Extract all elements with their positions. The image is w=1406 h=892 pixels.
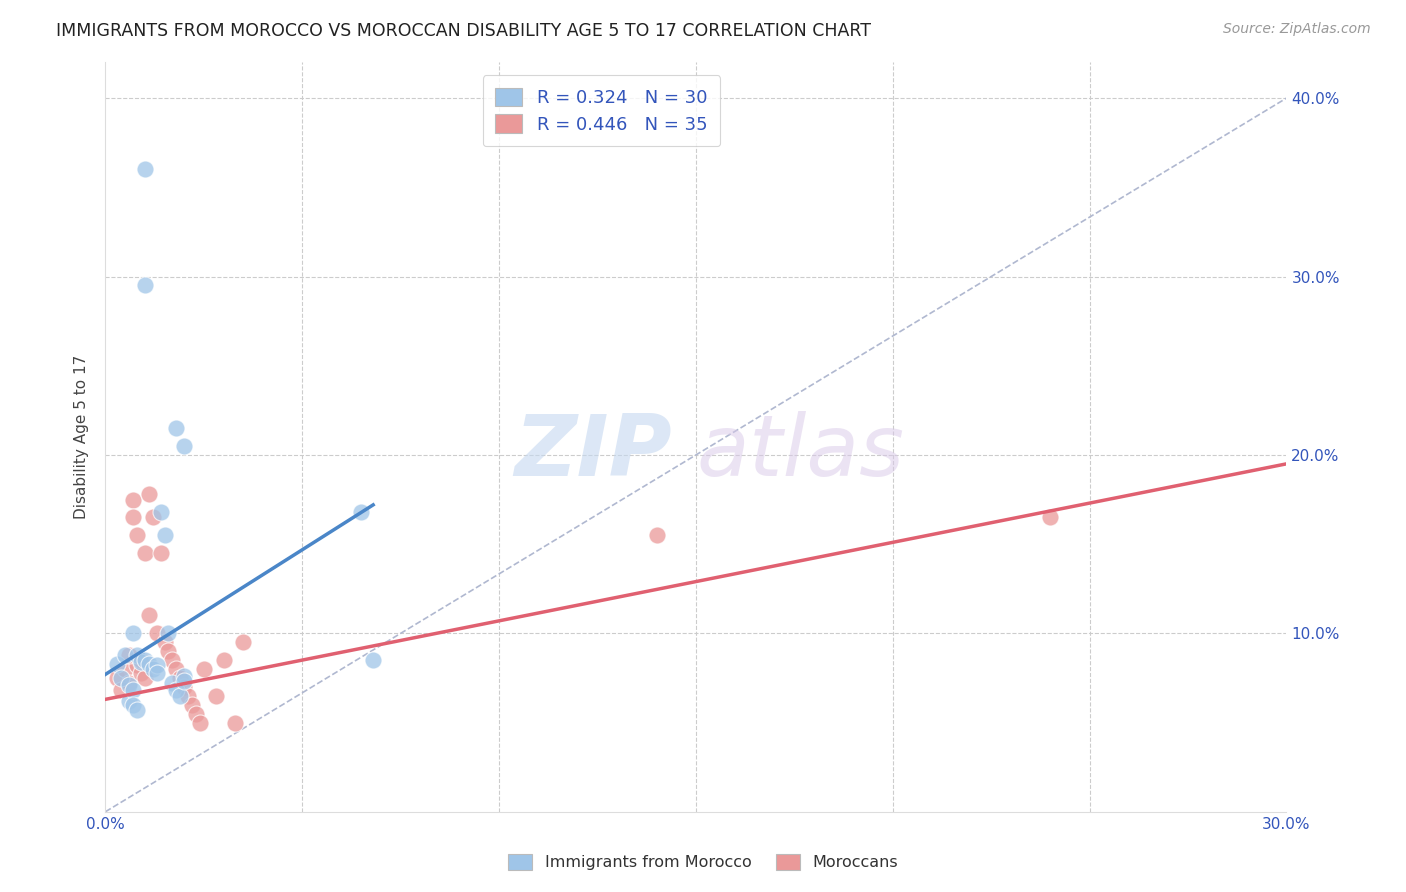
Point (153, 635, 176, 649)
Point (350, 505, 373, 519)
Point (212, 653, 235, 667)
Point (114, 662, 136, 676)
Point (142, 510, 165, 524)
Point (173, 669, 195, 683)
Point (118, 676, 141, 690)
Legend: Immigrants from Morocco, Moroccans: Immigrants from Morocco, Moroccans (502, 847, 904, 877)
Point (177, 689, 200, 703)
Point (184, 706, 207, 721)
Point (138, 487, 160, 501)
Text: Source: ZipAtlas.com: Source: ZipAtlas.com (1223, 22, 1371, 37)
Point (193, 662, 215, 676)
Point (153, 528, 176, 542)
Point (105, 671, 128, 685)
Point (129, 653, 152, 667)
Point (118, 694, 141, 708)
Point (110, 683, 132, 698)
Point (173, 674, 195, 689)
Point (122, 510, 145, 524)
Point (125, 703, 148, 717)
Point (645, 528, 668, 542)
Point (162, 676, 184, 690)
Point (149, 546, 172, 560)
Point (129, 655, 152, 669)
Point (138, 608, 160, 623)
Point (162, 653, 184, 667)
Point (145, 626, 167, 640)
Point (169, 671, 191, 685)
Point (169, 689, 191, 703)
Point (134, 671, 156, 685)
Point (122, 492, 145, 507)
Point (145, 658, 167, 673)
Point (125, 658, 148, 673)
Point (114, 648, 136, 662)
Point (134, 162, 156, 177)
Point (165, 421, 187, 435)
Point (122, 698, 145, 712)
Point (129, 665, 152, 680)
Point (224, 715, 246, 730)
Point (110, 671, 132, 685)
Point (361, 653, 384, 667)
Point (165, 683, 187, 698)
Point (173, 680, 195, 694)
Text: IMMIGRANTS FROM MOROCCO VS MOROCCAN DISABILITY AGE 5 TO 17 CORRELATION CHART: IMMIGRANTS FROM MOROCCO VS MOROCCAN DISA… (56, 22, 872, 40)
Point (118, 648, 141, 662)
Y-axis label: Disability Age 5 to 17: Disability Age 5 to 17 (75, 355, 90, 519)
Point (149, 505, 172, 519)
Point (122, 626, 145, 640)
Point (134, 278, 156, 293)
Legend: R = 0.324   N = 30, R = 0.446   N = 35: R = 0.324 N = 30, R = 0.446 N = 35 (482, 75, 720, 146)
Point (122, 683, 145, 698)
Point (145, 665, 167, 680)
Point (134, 546, 156, 560)
Point (173, 439, 195, 453)
Point (125, 528, 148, 542)
Point (165, 662, 187, 676)
Point (118, 678, 141, 692)
Text: atlas: atlas (696, 410, 904, 493)
Point (157, 626, 180, 640)
Point (204, 689, 226, 703)
Point (138, 657, 160, 671)
Point (232, 635, 254, 649)
Point (157, 644, 180, 658)
Point (188, 715, 211, 730)
Point (105, 657, 128, 671)
Point (125, 648, 148, 662)
Text: ZIP: ZIP (515, 410, 672, 493)
Point (142, 662, 165, 676)
Point (181, 698, 204, 712)
Point (134, 653, 156, 667)
Point (1039, 510, 1062, 524)
